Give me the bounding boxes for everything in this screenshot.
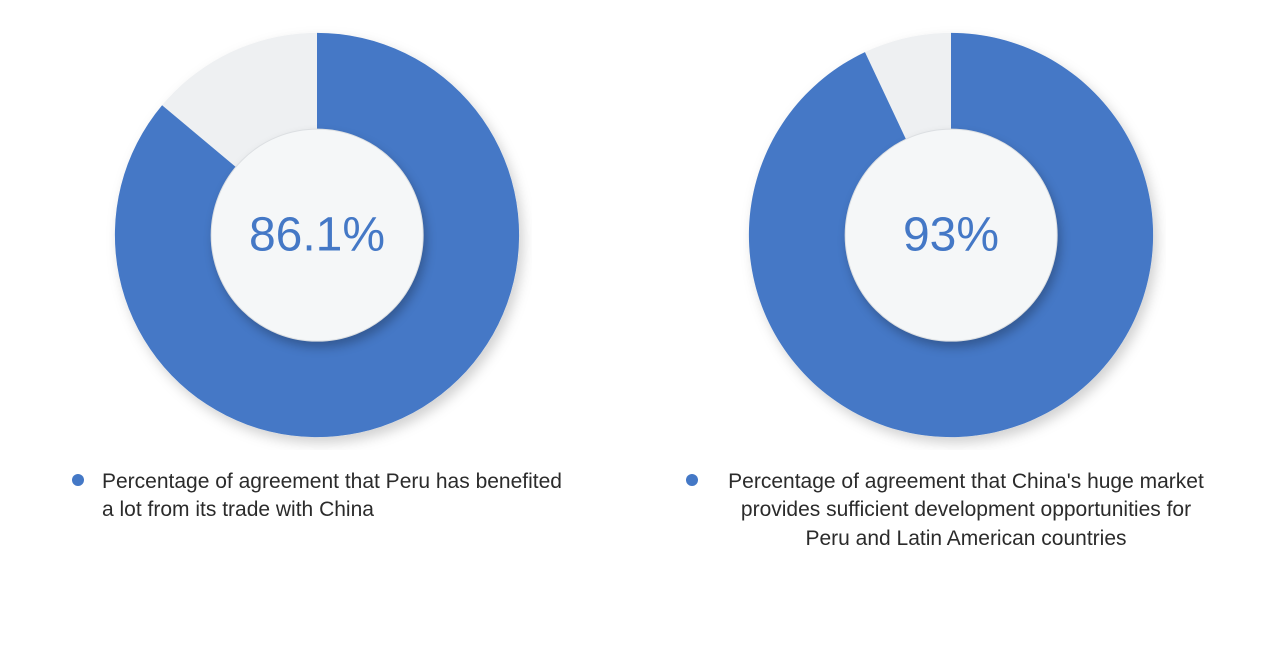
caption-row-left: Percentage of agreement that Peru has be…	[72, 468, 562, 525]
page-root: 86.1% Percentage of agreement that Peru …	[0, 0, 1268, 667]
donut-chart-left: 86.1%	[102, 20, 532, 450]
caption-bullet-left	[72, 474, 84, 486]
caption-text-right: Percentage of agreement that China's hug…	[716, 468, 1216, 553]
panel-right: 93% Percentage of agreement that China's…	[634, 0, 1268, 553]
caption-text-left: Percentage of agreement that Peru has be…	[102, 468, 562, 525]
caption-bullet-right	[686, 474, 698, 486]
panel-left: 86.1% Percentage of agreement that Peru …	[0, 0, 634, 525]
center-disc-right: 93%	[845, 129, 1058, 342]
center-label-left: 86.1%	[249, 208, 385, 263]
donut-chart-right: 93%	[736, 20, 1166, 450]
center-disc-left: 86.1%	[211, 129, 424, 342]
caption-row-right: Percentage of agreement that China's hug…	[686, 468, 1216, 553]
center-label-right: 93%	[903, 208, 999, 263]
